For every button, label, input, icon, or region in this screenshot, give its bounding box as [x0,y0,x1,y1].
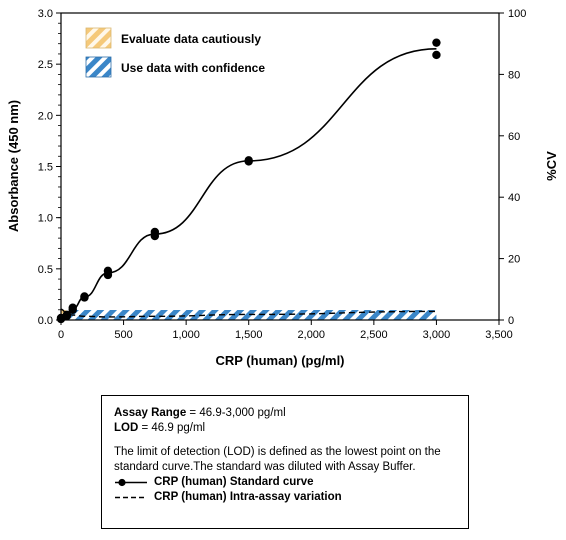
intra-assay-variation-line [60,308,437,318]
y-tick-label: 0.0 [38,315,53,327]
x-axis-title: CRP (human) (pg/ml) [215,353,344,368]
x-tick-label: 3,500 [485,329,513,341]
x-tick-label: 2,500 [360,329,388,341]
assay-info-box: Assay Range = 46.9-3,000 pg/ml LOD = 46.… [101,395,469,529]
y-axis-title: Absorbance (450 nm) [6,100,21,232]
lod-row: LOD = 46.9 pg/ml [114,421,456,436]
assay-range-label: Assay Range [114,407,187,419]
chart-legend: Evaluate data cautiously Use data with c… [85,27,265,78]
legend-swatch-caution [85,27,112,49]
y-tick-label: 2.5 [38,59,53,71]
series-layer [56,38,441,324]
standard-curve-point [80,292,89,301]
solid-line-marker-icon [115,478,147,487]
standard-curve-point [103,266,113,276]
legend-standard-curve-label: CRP (human) Standard curve [154,476,314,488]
x-tick-label: 2,000 [298,329,326,341]
y-tick-label: 1.0 [38,213,53,225]
lod-value: = 46.9 pg/ml [138,422,206,434]
y2-axis-title: %CV [544,151,559,181]
legend-swatch-confidence [85,56,112,78]
standard-curve-point [68,303,77,312]
standard-curve-point [244,156,253,165]
y2-tick-label: 100 [508,8,526,20]
x-tick-label: 0 [58,329,64,341]
standard-curve-point [150,227,160,237]
legend-label-confidence: Use data with confidence [121,61,265,75]
y-tick-label: 1.5 [38,162,53,174]
dashed-line-icon [115,496,147,499]
y2-tick-label: 0 [508,315,514,327]
y-tick-label: 0.5 [38,264,53,276]
plot-frame [60,12,500,321]
x-tick-label: 3,000 [423,329,451,341]
standard-curve-point [432,38,441,47]
legend-row-intra-assay: CRP (human) Intra-assay variation [114,490,456,505]
lod-description: The limit of detection (LOD) is defined … [114,446,441,473]
y2-tick-label: 80 [508,69,520,81]
y2-tick-label: 20 [508,254,520,266]
legend-row-standard-curve: CRP (human) Standard curve [114,475,456,490]
assay-range-value: = 46.9-3,000 pg/ml [186,407,286,419]
axis-ticks: 0 500 1,000 1,500 2,000 2,500 3,000 3,500 0.0 0.5… [38,8,527,341]
legend-intra-assay-label: CRP (human) Intra-assay variation [154,491,342,503]
assay-range-row: Assay Range = 46.9-3,000 pg/ml [114,406,456,421]
y2-tick-label: 60 [508,131,520,143]
lod-label: LOD [114,422,139,434]
standard-curve-chart: 0 500 1,000 1,500 2,000 2,500 3,000 3,500 0.0 0.5… [6,8,559,368]
x-tick-label: 1,500 [235,329,263,341]
x-tick-label: 1,000 [172,329,200,341]
y2-tick-label: 40 [508,192,520,204]
y-tick-label: 3.0 [38,8,53,20]
legend-label-caution: Evaluate data cautiously [121,32,261,46]
standard-curve-line [60,48,437,320]
y-tick-label: 2.0 [38,110,53,122]
standard-curve-point [432,50,441,60]
x-tick-label: 500 [114,329,132,341]
